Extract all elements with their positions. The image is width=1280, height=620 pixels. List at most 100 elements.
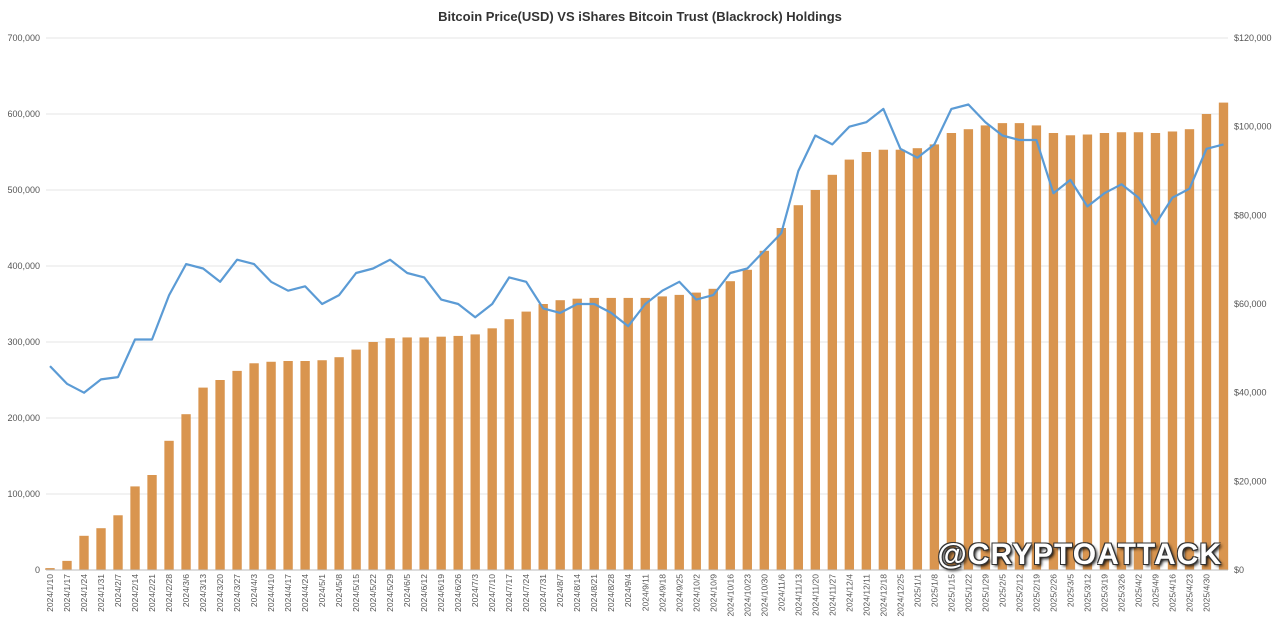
line-series [49, 103, 1224, 394]
holdings-bar [1167, 131, 1178, 571]
right-tick-label: $100,000 [1234, 122, 1272, 132]
holdings-bar [674, 294, 684, 570]
holdings-bar [725, 281, 735, 570]
x-tick-label: 2024/9/11 [640, 574, 650, 611]
x-tick-label: 2024/10/2 [691, 574, 701, 612]
x-tick-label: 2024/3/13 [198, 574, 208, 612]
x-tick-label: 2024/12/25 [895, 574, 905, 617]
left-tick-label: 500,000 [7, 185, 40, 195]
holdings-bar [453, 335, 463, 570]
holdings-bar [181, 414, 191, 570]
x-tick-label: 2024/9/4 [623, 574, 633, 607]
x-tick-label: 2024/8/7 [555, 574, 565, 607]
holdings-bar [878, 149, 889, 570]
x-tick-label: 2025/4/16 [1167, 574, 1177, 612]
bar-series [45, 102, 1229, 571]
holdings-bar [623, 297, 633, 570]
x-tick-label: 2024/6/19 [436, 574, 446, 612]
holdings-bar [776, 228, 786, 570]
x-tick-label: 2024/5/8 [334, 574, 344, 607]
price-line [49, 103, 1224, 394]
x-tick-label: 2024/6/5 [402, 574, 412, 607]
holdings-bar [351, 349, 361, 570]
x-tick-label: 2025/1/29 [980, 574, 990, 612]
right-tick-label: $20,000 [1234, 476, 1267, 486]
x-tick-label: 2025/1/8 [929, 574, 939, 607]
chart-title: Bitcoin Price(USD) VS iShares Bitcoin Tr… [438, 9, 842, 24]
holdings-bar [79, 535, 89, 570]
x-tick-label: 2024/11/6 [776, 574, 786, 611]
x-tick-label: 2024/1/24 [79, 574, 89, 612]
left-tick-label: 300,000 [7, 337, 40, 347]
x-tick-label: 2024/10/30 [759, 574, 769, 617]
axes: 0 100,000 200,000 300,000 400,000 500,000 600,… [7, 33, 1271, 617]
x-tick-label: 2024/6/12 [419, 574, 429, 612]
x-tick-label: 2025/3/5 [1065, 574, 1075, 607]
right-tick-label: $40,000 [1234, 388, 1267, 398]
x-tick-label: 2024/12/4 [844, 574, 854, 612]
x-tick-label: 2024/5/29 [385, 574, 395, 612]
x-tick-label: 2025/3/26 [1116, 574, 1126, 612]
x-tick-label: 2025/4/30 [1201, 574, 1211, 612]
x-tick-label: 2024/7/10 [487, 574, 497, 612]
holdings-bar [759, 250, 769, 571]
right-tick-label: $80,000 [1234, 210, 1267, 220]
left-tick-label: 0 [35, 565, 40, 575]
x-tick-label: 2024/1/31 [96, 574, 106, 612]
holdings-bar [538, 304, 548, 570]
holdings-bar [368, 342, 378, 570]
watermark: @CRYPTOATTACK [937, 538, 1222, 571]
holdings-bar [1218, 102, 1229, 570]
x-tick-label: 2024/9/18 [657, 574, 667, 612]
holdings-bar [929, 144, 940, 570]
holdings-bar [283, 361, 293, 570]
holdings-bar [317, 360, 327, 570]
x-tick-label: 2024/4/10 [266, 574, 276, 612]
holdings-bar [640, 297, 650, 570]
x-tick-label: 2024/9/25 [674, 574, 684, 612]
holdings-bar [946, 133, 957, 570]
x-tick-label: 2024/2/28 [164, 574, 174, 612]
x-tick-label: 2024/10/9 [708, 574, 718, 612]
holdings-bar [895, 149, 906, 570]
holdings-bar [844, 159, 855, 570]
holdings-bar [997, 123, 1008, 571]
x-tick-label: 2025/1/22 [963, 574, 973, 612]
holdings-bar [62, 560, 72, 570]
holdings-bar [130, 486, 140, 570]
x-tick-label: 2025/1/15 [946, 574, 956, 612]
left-tick-label: 200,000 [7, 413, 40, 423]
x-tick-label: 2024/10/16 [725, 574, 735, 617]
x-tick-label: 2024/11/13 [793, 574, 803, 616]
x-tick-label: 2024/7/31 [538, 574, 548, 612]
x-tick-label: 2024/8/28 [606, 574, 616, 612]
x-tick-label: 2024/6/26 [453, 574, 463, 612]
x-tick-label: 2025/2/12 [1014, 574, 1024, 612]
left-tick-label: 400,000 [7, 261, 40, 271]
holdings-bar [164, 440, 174, 570]
holdings-bar [1065, 135, 1076, 570]
holdings-bar [385, 338, 395, 570]
x-tick-label: 2024/2/7 [113, 574, 123, 607]
holdings-bar [45, 568, 55, 570]
holdings-bar [470, 334, 480, 570]
holdings-bar [963, 129, 974, 570]
x-tick-label: 2024/3/6 [181, 574, 191, 607]
x-tick-label: 2024/3/20 [215, 574, 225, 612]
holdings-bar [572, 298, 582, 570]
x-tick-label: 2024/2/14 [130, 574, 140, 612]
holdings-bar [827, 174, 838, 571]
holdings-bar [980, 125, 991, 571]
holdings-bar [1014, 123, 1025, 571]
left-tick-label: 700,000 [7, 33, 40, 43]
holdings-bar [1031, 125, 1042, 571]
holdings-bar [793, 205, 803, 570]
holdings-bar [912, 148, 923, 570]
holdings-bar [215, 380, 225, 570]
holdings-bar [419, 337, 429, 570]
holdings-bar [521, 311, 531, 570]
holdings-bar [810, 190, 821, 570]
x-tick-label: 2024/2/21 [147, 574, 157, 612]
holdings-bar [249, 363, 259, 570]
holdings-bar [1099, 133, 1110, 570]
